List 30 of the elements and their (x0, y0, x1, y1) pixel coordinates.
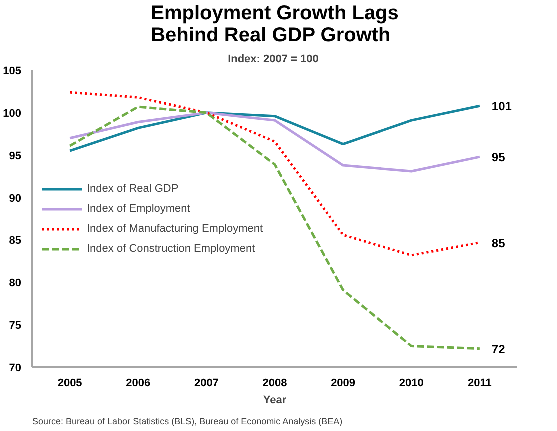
legend-label: Index of Manufacturing Employment (87, 222, 264, 234)
chart-subtitle: Index: 2007 = 100 (228, 54, 319, 66)
data-label: 101 (492, 100, 512, 114)
data-label: 85 (492, 236, 506, 250)
source-note: Source: Bureau of Labor Statistics (BLS), Bureau of Economic Analysis (BEA) (32, 416, 343, 426)
line-series (68, 104, 482, 152)
data-label: 72 (492, 342, 506, 356)
chart-title: Employment Growth Lags Behind Real GDP Growth (151, 2, 399, 46)
data-label: 95 (492, 150, 506, 165)
y-tick-label: 75 (9, 320, 22, 332)
legend-label: Index of Employment (87, 202, 190, 214)
y-tick-label: 85 (9, 235, 22, 248)
x-tick-label: 2010 (399, 378, 424, 390)
y-tick-label: 90 (9, 192, 22, 205)
legend-label: Index of Real GDP (87, 182, 179, 194)
legend-label: Index of Construction Employment (87, 242, 256, 254)
x-tick-label: 2005 (58, 378, 82, 390)
x-tick-label: 2008 (262, 378, 288, 390)
x-axis-title: Year (263, 394, 288, 406)
x-tick-label: 2011 (468, 378, 492, 390)
line-series (68, 112, 482, 173)
y-tick-label: 95 (9, 150, 22, 162)
y-tick-label: 100 (3, 108, 22, 120)
x-tick-label: 2006 (126, 378, 151, 390)
line-series (68, 106, 482, 350)
y-tick-label: 105 (3, 66, 22, 78)
y-tick-label: 80 (9, 278, 22, 290)
y-tick-label: 70 (9, 362, 22, 374)
x-tick-label: 2009 (331, 378, 356, 390)
x-tick-label: 2007 (194, 378, 219, 390)
